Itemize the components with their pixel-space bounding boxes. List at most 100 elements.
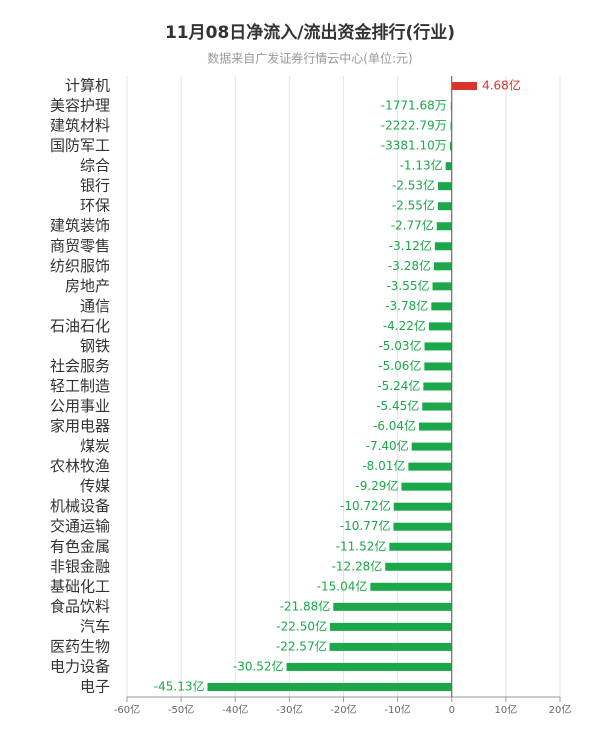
y-tick-label: 有色金属 <box>50 537 110 555</box>
bar <box>431 302 452 311</box>
value-label: -10.77亿 <box>340 518 391 533</box>
y-tick-label: 交通运输 <box>50 517 110 535</box>
bar <box>385 562 452 571</box>
y-tick-label: 电力设备 <box>50 657 110 675</box>
value-label: -2222.79万 <box>381 119 447 133</box>
y-tick-label: 石油石化 <box>50 317 110 335</box>
y-tick-label: 汽车 <box>80 617 110 635</box>
bar <box>401 482 452 491</box>
x-tick-label: -30亿 <box>276 703 302 716</box>
value-label: -5.24亿 <box>377 378 420 393</box>
y-tick-label: 公用事业 <box>50 397 110 415</box>
value-label: 4.68亿 <box>482 78 521 93</box>
y-tick-label: 房地产 <box>65 277 110 295</box>
y-tick-label: 社会服务 <box>50 357 110 375</box>
value-label: -11.52亿 <box>336 538 387 553</box>
bar <box>411 442 452 451</box>
value-label: -10.72亿 <box>340 498 391 513</box>
x-tick-label: -50亿 <box>168 703 194 716</box>
y-tick-label: 机械设备 <box>50 497 110 515</box>
y-tick-label: 煤炭 <box>80 437 110 455</box>
bar <box>451 82 478 91</box>
bar <box>329 622 452 631</box>
bar <box>333 602 452 611</box>
bar <box>423 382 452 391</box>
bar <box>424 342 452 351</box>
y-tick-label: 国防军工 <box>50 137 110 155</box>
bar <box>329 642 452 651</box>
y-tick-label: 钢铁 <box>80 337 110 355</box>
x-tick-label: -10亿 <box>384 703 410 716</box>
x-tick-label: -20亿 <box>330 703 356 716</box>
bar <box>432 282 452 291</box>
y-tick-label: 纺织服饰 <box>50 257 110 275</box>
y-tick-label: 计算机 <box>65 77 110 95</box>
value-label: -22.57亿 <box>276 638 327 653</box>
value-label: -1.13亿 <box>400 158 443 173</box>
chart-subtitle: 数据来自广发证券行情云中心(单位:元) <box>207 51 412 66</box>
y-tick-label: 建筑材料 <box>50 117 110 135</box>
value-label: -3.28亿 <box>388 258 431 273</box>
value-label: -2.55亿 <box>392 198 435 213</box>
y-tick-label: 环保 <box>80 197 110 215</box>
y-tick-label: 医药生物 <box>50 637 110 655</box>
bar <box>428 322 452 331</box>
value-label: -7.40亿 <box>366 438 409 453</box>
bar <box>422 402 452 411</box>
value-label: -5.45亿 <box>376 398 419 413</box>
bar <box>437 202 452 211</box>
bar <box>408 462 452 471</box>
value-label: -15.04亿 <box>317 578 368 593</box>
value-label: -2.53亿 <box>392 178 435 193</box>
value-label: -3.55亿 <box>386 278 429 293</box>
bar <box>419 422 452 431</box>
bar <box>436 222 452 231</box>
value-label: -12.28亿 <box>332 558 383 573</box>
y-tick-label: 通信 <box>80 297 110 315</box>
value-label: -8.01亿 <box>362 458 405 473</box>
x-tick-label: -60亿 <box>114 703 140 716</box>
x-tick-label: 20亿 <box>549 703 572 716</box>
bar <box>207 682 452 691</box>
value-label: -30.52亿 <box>233 658 284 673</box>
value-label: -21.88亿 <box>280 598 331 613</box>
value-label: -22.50亿 <box>276 618 327 633</box>
y-tick-label: 非银金融 <box>50 557 110 575</box>
bar <box>393 522 452 531</box>
y-tick-label: 商贸零售 <box>50 237 110 255</box>
value-label: -3.78亿 <box>385 298 428 313</box>
bar <box>438 182 452 191</box>
bar <box>433 262 452 271</box>
value-label: -5.03亿 <box>378 338 421 353</box>
y-tick-label: 基础化工 <box>50 577 110 595</box>
bar <box>450 102 452 111</box>
bar <box>393 502 452 511</box>
chart-title: 11月08日净流入/流出资金排行(行业) <box>165 22 455 43</box>
value-label: -5.06亿 <box>378 358 421 373</box>
y-tick-label: 综合 <box>80 157 110 175</box>
bar <box>445 162 452 171</box>
y-tick-label: 银行 <box>80 177 110 195</box>
value-label: -3381.10万 <box>381 139 447 153</box>
y-tick-label: 建筑装饰 <box>50 217 110 235</box>
bar <box>450 122 452 131</box>
y-tick-label: 轻工制造 <box>50 377 110 395</box>
value-label: -3.12亿 <box>389 238 432 253</box>
y-tick-label: 传媒 <box>80 477 110 495</box>
x-tick-label: -40亿 <box>222 703 248 716</box>
y-tick-label: 农林牧渔 <box>50 457 110 475</box>
y-tick-label: 食品饮料 <box>50 597 110 615</box>
x-tick-label: 0 <box>449 705 455 716</box>
value-label: -4.22亿 <box>383 318 426 333</box>
bar <box>389 542 452 551</box>
bar <box>286 662 452 671</box>
value-label: -2.77亿 <box>391 218 434 233</box>
value-label: -6.04亿 <box>373 418 416 433</box>
y-tick-label: 电子 <box>80 677 110 695</box>
value-label: -45.13亿 <box>154 678 205 693</box>
bar <box>370 582 452 591</box>
value-label: -1771.68万 <box>381 99 447 113</box>
y-tick-label: 家用电器 <box>50 417 110 435</box>
value-label: -9.29亿 <box>355 478 398 493</box>
